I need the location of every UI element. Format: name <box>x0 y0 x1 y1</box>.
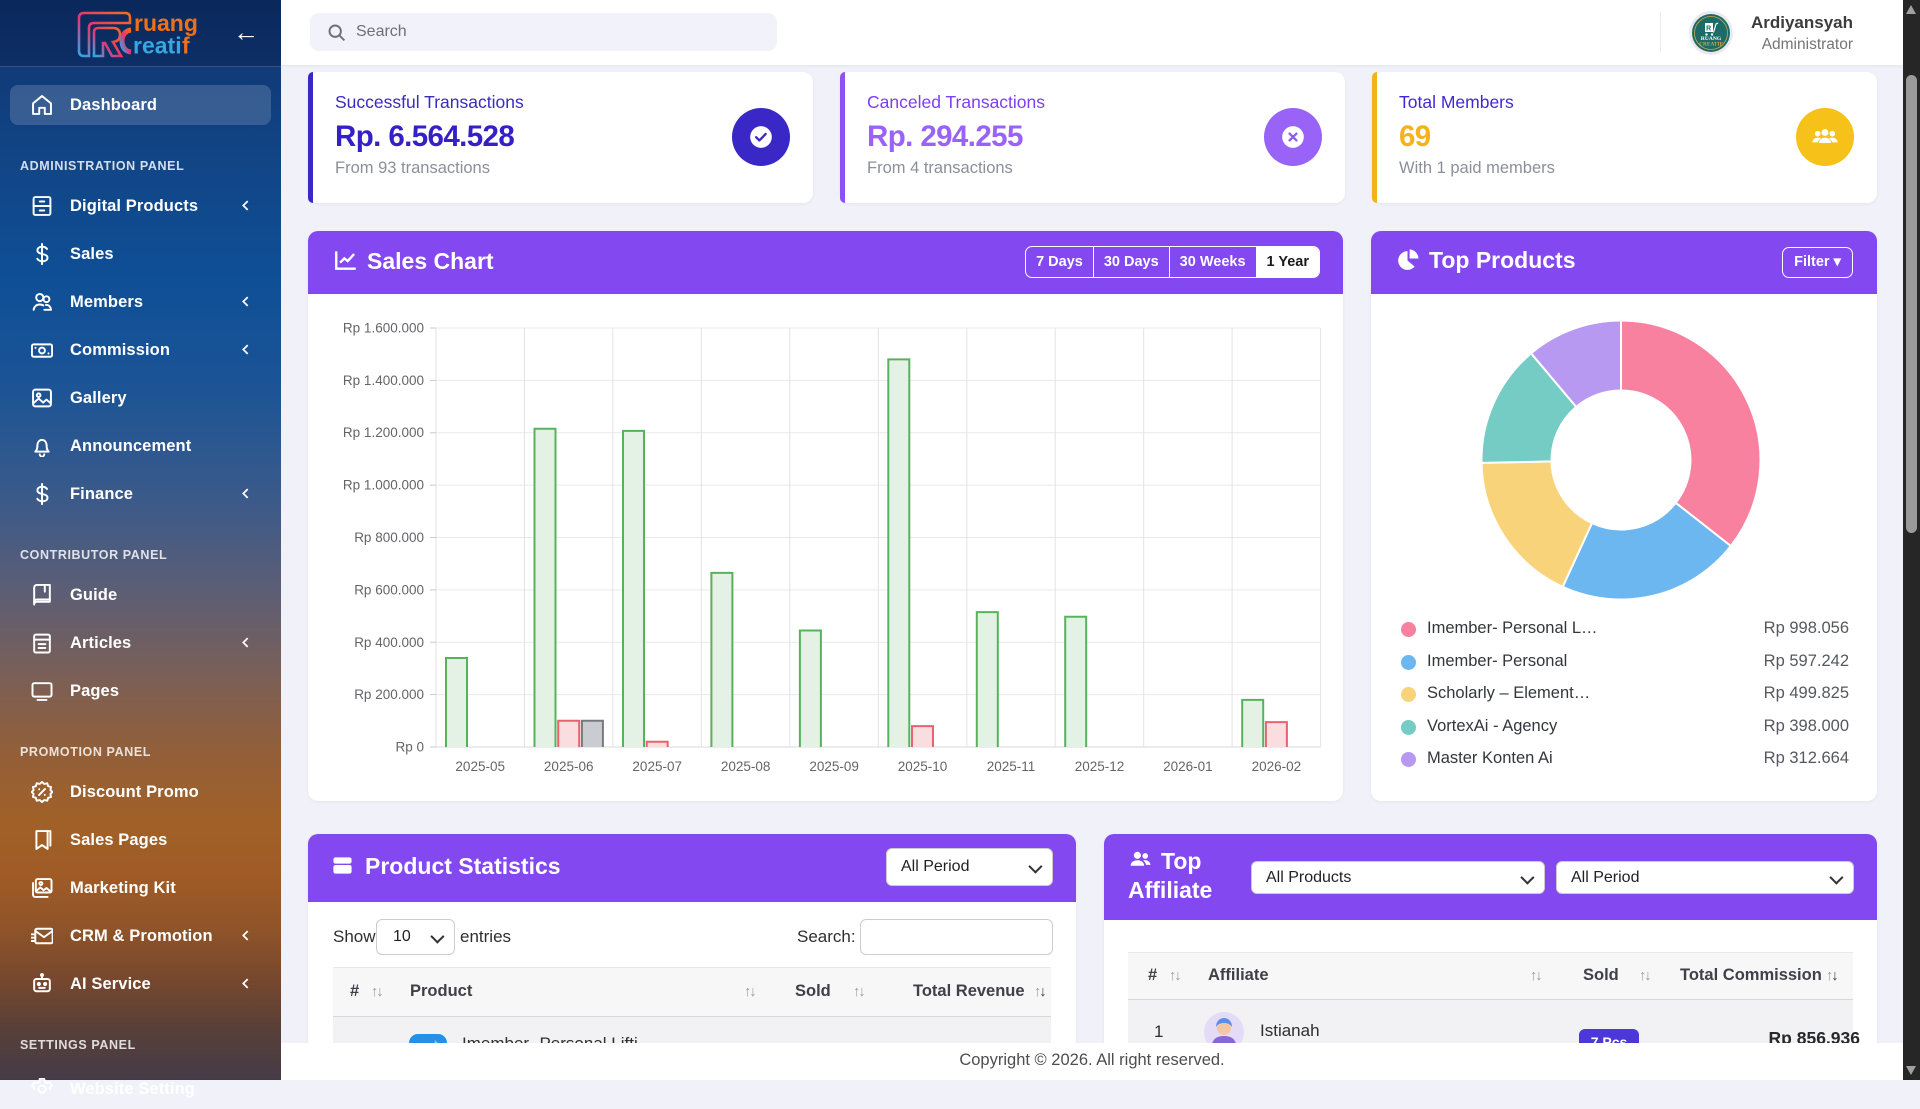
svg-text:Rp 1.200.000: Rp 1.200.000 <box>343 425 424 440</box>
svg-text:Rp 1.000.000: Rp 1.000.000 <box>343 478 424 493</box>
svg-text:2026-02: 2026-02 <box>1252 759 1302 774</box>
svg-text:CREATIF: CREATIF <box>1699 42 1724 48</box>
svg-text:Rp 800.000: Rp 800.000 <box>354 530 424 545</box>
svg-text:f: f <box>182 33 190 59</box>
svg-text:Rp 200.000: Rp 200.000 <box>354 687 424 702</box>
svg-text:2026-01: 2026-01 <box>1163 759 1213 774</box>
svg-text:2025-05: 2025-05 <box>455 759 505 774</box>
svg-text:ruang: ruang <box>134 10 198 36</box>
svg-text:Rp 400.000: Rp 400.000 <box>354 635 424 650</box>
svg-text:2025-11: 2025-11 <box>987 759 1036 774</box>
svg-text:2025-09: 2025-09 <box>809 759 859 774</box>
svg-text:2025-06: 2025-06 <box>544 759 594 774</box>
svg-text:2025-12: 2025-12 <box>1075 759 1125 774</box>
svg-text:RUANG: RUANG <box>1701 36 1722 42</box>
svg-text:Rp 1.400.000: Rp 1.400.000 <box>343 373 424 388</box>
svg-text:2025-08: 2025-08 <box>721 759 771 774</box>
svg-text:2025-10: 2025-10 <box>898 759 948 774</box>
svg-text:Rp 0: Rp 0 <box>395 740 424 755</box>
svg-text:2025-07: 2025-07 <box>632 759 682 774</box>
svg-text:Rp 1.600.000: Rp 1.600.000 <box>343 321 424 336</box>
svg-text:reati: reati <box>133 33 182 59</box>
svg-text:R: R <box>1706 26 1711 33</box>
svg-text:Rp 600.000: Rp 600.000 <box>354 582 424 597</box>
